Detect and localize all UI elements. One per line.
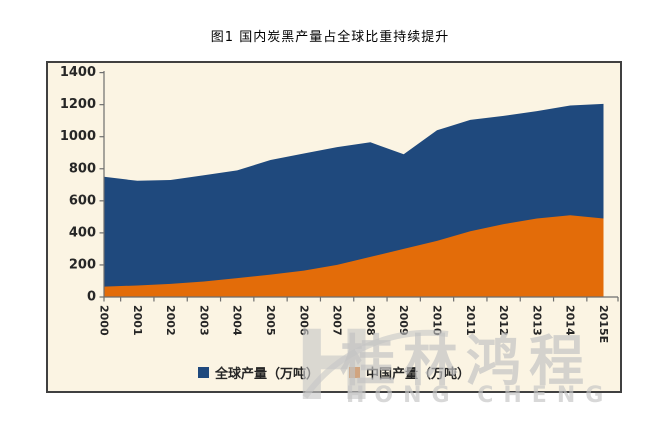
legend-label-china: 中国产量（万吨） (366, 367, 471, 382)
legend-swatch-global-icon (197, 367, 209, 378)
y-axis-label: 200 (69, 257, 96, 272)
x-axis-label: 2004 (231, 305, 244, 336)
x-axis-label: 2002 (164, 305, 177, 336)
legend-item-china: 中国产量（万吨） (349, 363, 470, 382)
x-axis-label: 2009 (397, 305, 410, 336)
chart-box: 0 200 400 600 800 1000 1200 1400 2000 2001 2002 200… (46, 61, 622, 393)
y-axis-label: 1000 (60, 129, 96, 144)
legend-swatch-china-icon (349, 367, 360, 378)
x-axis-label: 2000 (98, 305, 111, 336)
x-axis-label: 2005 (264, 305, 277, 336)
x-axis-label: 2006 (297, 305, 310, 336)
x-axis-label: 2001 (131, 305, 144, 336)
x-axis-label: 2013 (530, 305, 543, 336)
x-axis-label: 2011 (464, 305, 477, 336)
y-axis-label: 0 (87, 290, 96, 305)
y-axis-label: 600 (69, 193, 96, 208)
x-axis-label: 2010 (431, 305, 444, 336)
x-axis-label: 2003 (197, 305, 210, 336)
y-axis-label: 400 (69, 225, 96, 240)
x-axis-label: 2012 (497, 305, 510, 336)
y-axis-label: 1400 (60, 65, 96, 80)
x-axis-label: 2007 (331, 305, 344, 336)
chart-legend: 全球产量（万吨） 中国产量（万吨） (48, 363, 620, 382)
legend-label-global: 全球产量（万吨） (214, 367, 319, 382)
area-series-1 (104, 215, 604, 297)
area-chart: 0 200 400 600 800 1000 1200 1400 2000 2001 2002 200… (60, 65, 619, 343)
legend-item-global: 全球产量（万吨） (197, 363, 319, 382)
y-axis-label: 800 (69, 161, 96, 176)
y-axis-label: 1200 (60, 97, 96, 112)
x-axis-label: 2014 (564, 305, 577, 336)
x-axis-label: 2008 (364, 305, 377, 336)
x-axis-label: 2015E (597, 305, 610, 343)
page-title: 图1 国内炭黑产量占全球比重持续提升 (210, 30, 450, 45)
